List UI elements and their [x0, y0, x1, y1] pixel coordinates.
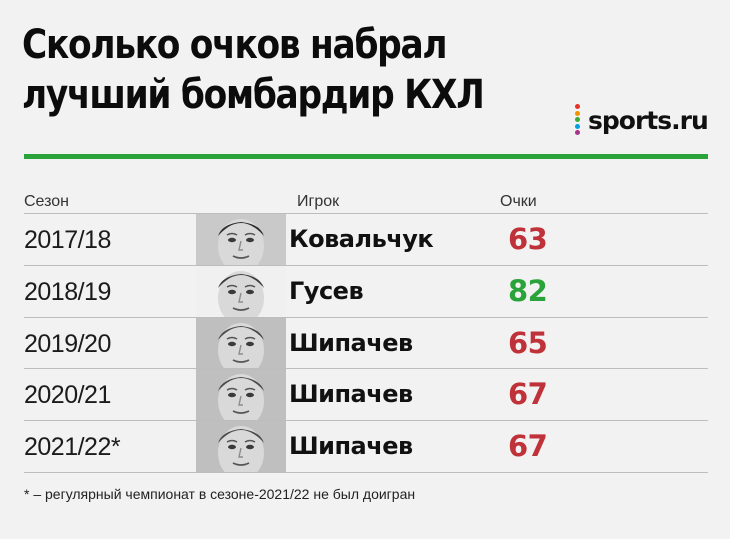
- table-row: 2021/22* Шипачев 67: [24, 421, 708, 473]
- column-header-season: Сезон: [24, 193, 69, 210]
- brand-dot: [575, 123, 580, 129]
- column-header-player: Игрок: [297, 193, 340, 210]
- player-photo-shipachev: [196, 317, 286, 369]
- footnote: * – регулярный чемпионат в сезоне-2021/2…: [24, 486, 416, 502]
- brand-dot: [575, 110, 580, 116]
- table-row: 2018/19 Гусев 82: [24, 265, 708, 318]
- title-line-2: лучший бомбардир КХЛ: [22, 72, 485, 118]
- season-cell: 2017/18: [24, 226, 111, 254]
- season-cell: 2021/22*: [24, 433, 121, 462]
- brand-logo: sports.ru: [574, 104, 709, 136]
- title-line-1: Сколько очков набрал: [22, 22, 448, 68]
- table-row: 2020/21 Шипачев 67: [24, 369, 708, 421]
- player-name-cell: Ковальчук: [289, 225, 434, 253]
- brand-dot: [575, 117, 580, 122]
- brand-dot: [575, 104, 580, 109]
- points-cell: 67: [508, 429, 548, 464]
- brand-name: sports.ru: [588, 105, 709, 135]
- player-name-cell: Гусев: [289, 276, 364, 305]
- table-rule: [24, 420, 708, 422]
- season-cell: 2018/19: [24, 277, 111, 306]
- player-name-cell: Шипачев: [289, 380, 413, 409]
- season-cell: 2019/20: [24, 329, 111, 358]
- points-cell: 82: [508, 273, 548, 308]
- player-photo-shipachev: [196, 369, 286, 421]
- player-photo-gusev: [196, 265, 286, 317]
- page-title: Сколько очков набрал лучший бомбардир КХ…: [22, 20, 485, 120]
- table-row: 2019/20 Шипачев 65: [24, 317, 708, 370]
- player-name-cell: Шипачев: [289, 328, 413, 357]
- title-divider: [24, 154, 708, 159]
- brand-dots-icon: [574, 104, 582, 136]
- table-rule: [24, 368, 708, 370]
- table-rule: [24, 472, 708, 473]
- table-rule: [24, 264, 708, 266]
- player-name-cell: Шипачев: [289, 432, 413, 461]
- table-rule: [24, 213, 708, 214]
- player-photo-kovalchuk: [196, 214, 286, 265]
- points-cell: 67: [508, 377, 548, 412]
- table-rule: [24, 316, 708, 318]
- column-header-points: Очки: [500, 193, 537, 210]
- points-cell: 63: [508, 222, 548, 256]
- points-cell: 65: [508, 325, 548, 360]
- brand-dot: [575, 130, 580, 135]
- table-row: 2017/18 Ковальчук 63: [24, 214, 708, 266]
- player-photo-shipachev: [196, 421, 286, 473]
- season-cell: 2020/21: [24, 381, 111, 410]
